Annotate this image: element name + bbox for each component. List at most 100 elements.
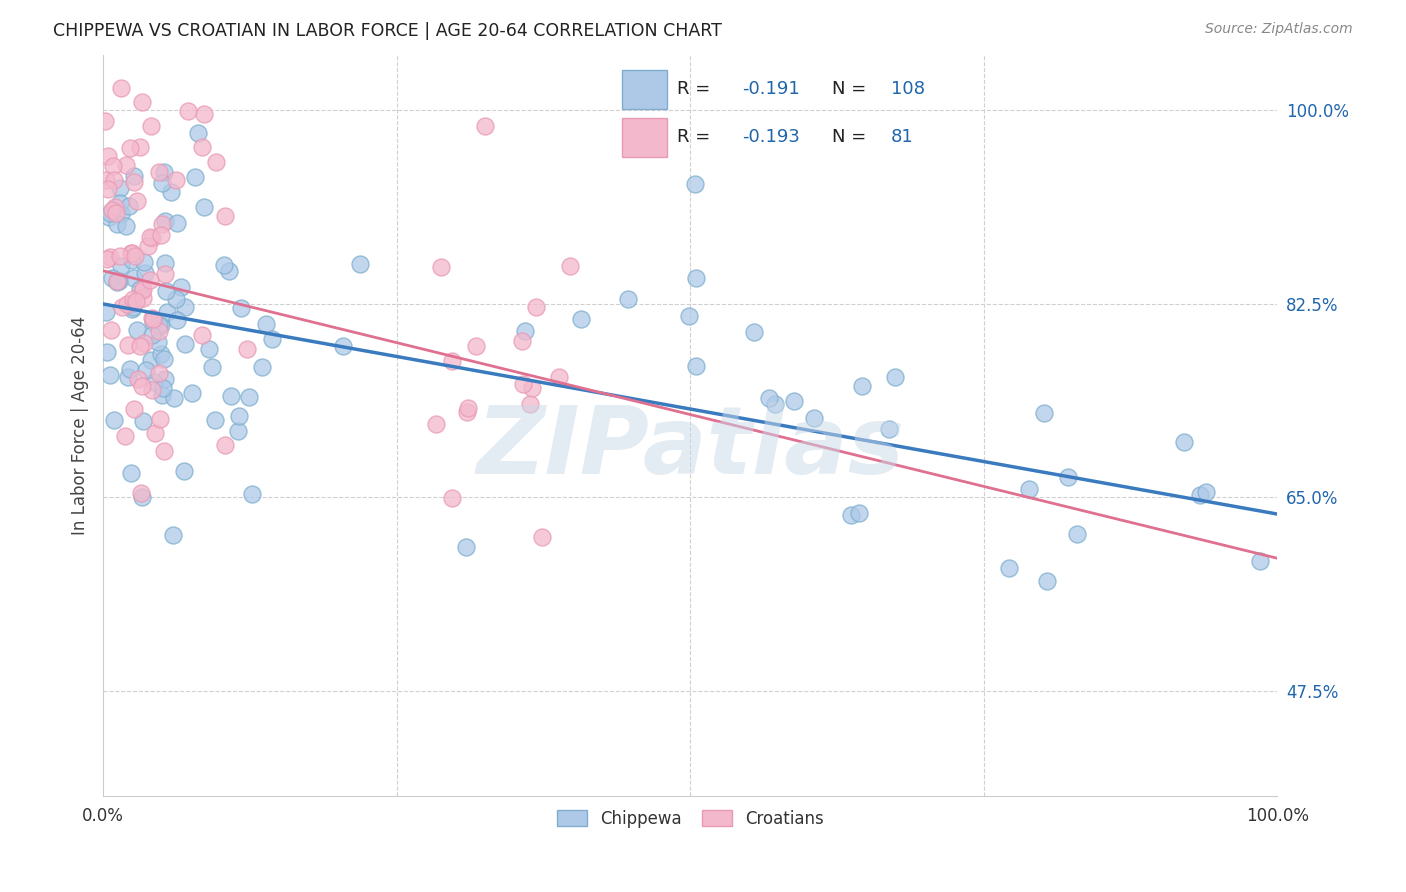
Point [218, 264, 240, 278]
Point [1032, 407, 1054, 421]
Point [141, 231, 163, 245]
Point [512, 377, 534, 392]
Point [142, 312, 165, 326]
Point [127, 372, 149, 386]
Point [150, 217, 173, 231]
Point [121, 302, 143, 317]
Point [1036, 574, 1059, 588]
Point [127, 323, 149, 337]
Point [685, 271, 707, 285]
Point [153, 256, 176, 270]
Point [141, 327, 163, 342]
Point [214, 258, 236, 272]
Point [150, 228, 173, 243]
Point [219, 389, 242, 403]
Text: R =: R = [678, 128, 716, 146]
Point [238, 390, 260, 404]
Point [252, 360, 274, 375]
Point [131, 490, 153, 504]
Point [162, 527, 184, 541]
Point [1057, 470, 1080, 484]
Point [107, 274, 129, 288]
Point [114, 219, 136, 233]
Point [101, 270, 124, 285]
Point [177, 104, 200, 119]
Point [141, 352, 163, 367]
Point [103, 200, 125, 214]
Point [139, 273, 162, 287]
Point [110, 81, 132, 95]
Point [803, 411, 825, 425]
Point [425, 417, 447, 431]
Point [153, 165, 176, 179]
Point [98, 206, 121, 220]
Point [744, 325, 766, 339]
Point [124, 293, 146, 308]
Y-axis label: In Labor Force | Age 20-64: In Labor Force | Age 20-64 [72, 316, 89, 535]
Point [124, 169, 146, 184]
Point [118, 199, 141, 213]
Point [214, 209, 236, 223]
Point [94, 173, 117, 187]
Point [142, 315, 165, 329]
Point [101, 203, 124, 218]
FancyBboxPatch shape [621, 70, 666, 109]
Point [120, 246, 142, 260]
Point [127, 194, 149, 208]
Point [155, 214, 177, 228]
Point [560, 260, 582, 274]
Point [1066, 527, 1088, 541]
Point [205, 155, 228, 169]
Point [160, 185, 183, 199]
Point [105, 276, 128, 290]
Point [121, 297, 143, 311]
Point [513, 324, 536, 338]
Point [124, 401, 146, 416]
Point [110, 259, 132, 273]
Point [150, 176, 173, 190]
Point [181, 386, 204, 401]
Point [150, 347, 173, 361]
Point [120, 362, 142, 376]
Point [174, 301, 197, 315]
Point [441, 491, 464, 505]
Point [510, 334, 533, 348]
Point [547, 369, 569, 384]
Point [132, 291, 155, 305]
Text: ZIPatlas: ZIPatlas [477, 401, 904, 494]
Point [474, 120, 496, 134]
Point [226, 424, 249, 438]
Point [122, 270, 145, 285]
Point [134, 266, 156, 280]
Text: 108: 108 [890, 80, 925, 98]
Point [163, 392, 186, 406]
Point [193, 107, 215, 121]
Point [758, 391, 780, 405]
Text: R =: R = [678, 80, 716, 98]
Point [839, 508, 862, 522]
Point [120, 466, 142, 480]
Point [122, 292, 145, 306]
Point [108, 181, 131, 195]
Point [105, 217, 128, 231]
Point [115, 297, 138, 311]
Point [522, 381, 544, 395]
Point [156, 305, 179, 319]
Point [108, 248, 131, 262]
Point [129, 485, 152, 500]
Point [465, 339, 488, 353]
Point [129, 282, 152, 296]
Point [131, 95, 153, 109]
Point [1249, 554, 1271, 568]
Point [617, 293, 640, 307]
Point [260, 332, 283, 346]
Point [146, 334, 169, 349]
Point [149, 412, 172, 426]
Point [150, 388, 173, 402]
Point [193, 201, 215, 215]
Point [228, 409, 250, 424]
Point [114, 429, 136, 443]
Point [1173, 435, 1195, 450]
Point [173, 464, 195, 478]
Point [97, 181, 120, 195]
